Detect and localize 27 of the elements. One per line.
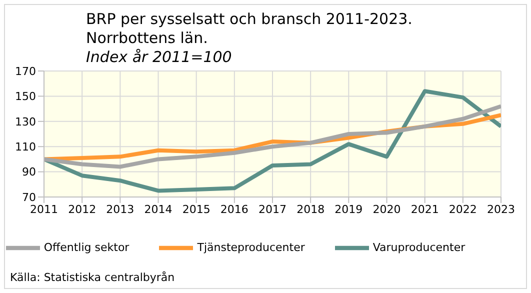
x-tick-label: 2013 [106,202,134,216]
y-tick-label: 90 [22,166,36,179]
line-series [44,104,501,169]
x-tick-label: 2017 [258,202,286,216]
chart-title: BRP per sysselsatt och bransch 2011-2023. Norrbottens län. [86,10,412,47]
y-tick-label: 70 [22,190,36,204]
x-tick-label: 2019 [334,202,363,216]
chart-subtitle: Index år 2011=100 [86,48,233,67]
y-tick-label: 110 [15,140,36,154]
x-tick-label: 2022 [448,202,477,216]
x-tick-label: 2011 [30,202,58,216]
text: Källa: Statistiska centralbyrån [10,271,175,284]
y-tick-label: 150 [15,90,36,104]
legend-label: Tjänsteproducenter [197,241,305,254]
legend-label: Varuproducenter [372,241,466,254]
x-tick-label: 2023 [487,202,515,216]
x-tick-label: 2014 [144,202,172,216]
line-series [44,89,501,193]
x-tick-label: 2020 [372,202,401,216]
x-tick-label: 2016 [220,202,248,216]
y-tick-label: 170 [15,64,36,78]
x-tick-label: 2015 [182,202,210,216]
x-tick-label: 2018 [296,202,325,216]
y-tick-label: 130 [15,115,36,128]
legend-label: Offentlig sektor [44,241,130,254]
x-tick-label: 2012 [68,202,96,216]
x-tick-label: 2021 [410,202,439,216]
